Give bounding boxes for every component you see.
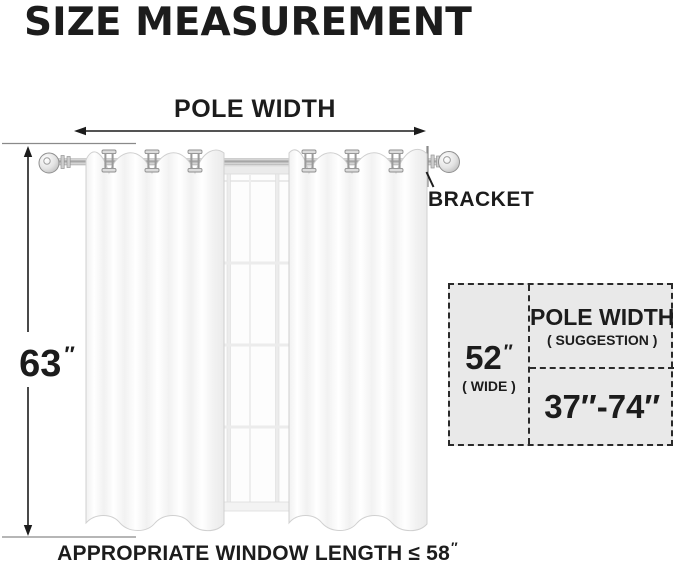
- curtain-length-label: 63 ″: [14, 332, 80, 387]
- finial-right: [426, 146, 460, 187]
- window-length-note: APPROPRIATE WINDOW LENGTH ≤ 58″: [0, 539, 515, 565]
- width-value: 52: [465, 338, 502, 376]
- pole-width-range-cell: 37″-74″: [530, 369, 674, 444]
- inch-mark: ″: [64, 342, 75, 367]
- inch-mark: ″: [503, 341, 513, 363]
- suggestion-caption: ( SUGGESTION ): [546, 331, 658, 348]
- page-title: SIZE MEASUREMENT: [24, 0, 472, 45]
- finial-left: [38, 152, 71, 174]
- pole-width-suggestion-cell: POLE WIDTH ( SUGGESTION ): [530, 285, 675, 369]
- width-caption: ( WIDE ): [462, 377, 516, 394]
- curtain-panel-left: [85, 149, 225, 532]
- size-info-box: 52 ″ ( WIDE ) POLE WIDTH ( SUGGESTION ) 3…: [448, 283, 675, 446]
- bracket-label: BRACKET: [428, 188, 535, 211]
- curtain-length-value: 63: [19, 343, 62, 385]
- window-length-text: APPROPRIATE WINDOW LENGTH ≤ 58: [57, 542, 450, 565]
- width-value-row: 52 ″: [465, 336, 513, 375]
- curtain-panel-right: [288, 148, 428, 532]
- suggestion-title: POLE WIDTH: [530, 303, 675, 330]
- pole-width-arrow: [74, 126, 426, 136]
- pole-width-label: POLE WIDTH: [174, 95, 336, 123]
- bracket-pointer-line: [425, 171, 435, 188]
- inch-mark: ″: [450, 539, 458, 555]
- pole-width-range: 37″-74″: [544, 387, 661, 425]
- width-cell: 52 ″ ( WIDE ): [450, 285, 530, 444]
